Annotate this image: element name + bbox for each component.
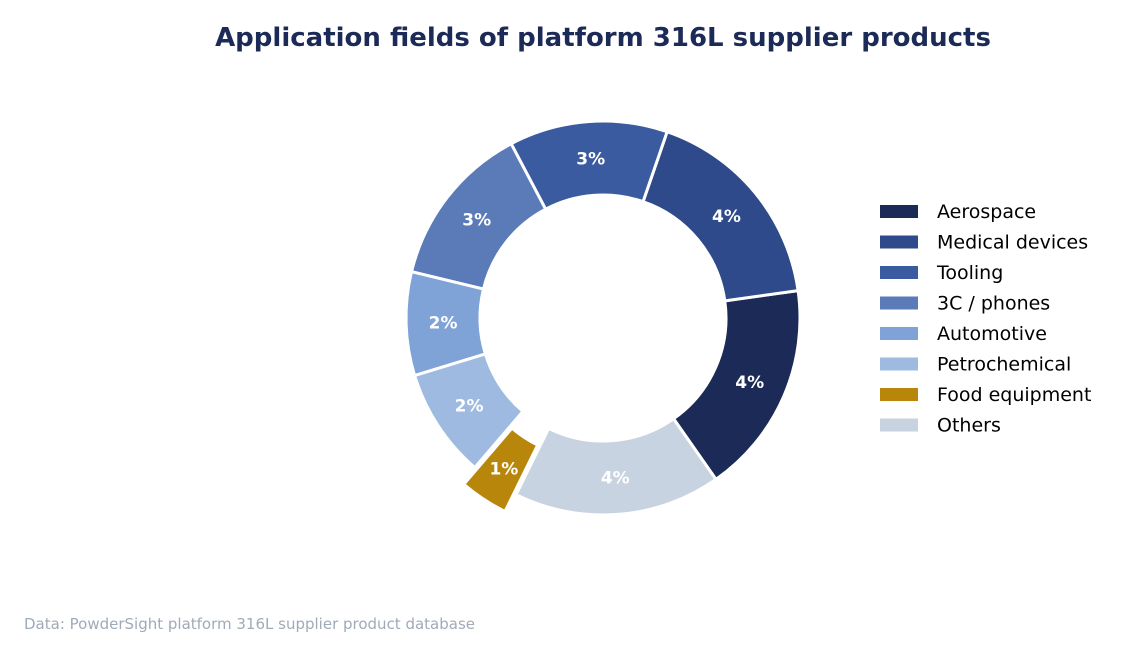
slice-label-tooling: 3% [576, 149, 605, 169]
legend-swatch-tooling [880, 266, 918, 279]
slice-label-medical-devices: 4% [712, 207, 741, 227]
legend-swatch-3c-phones [880, 296, 918, 310]
legend-label-food-equipment: Food equipment [937, 384, 1091, 406]
slice-labels: 4% 4% 3% 3% 2% 2% 1% 4% [429, 149, 765, 488]
slice-label-aerospace: 4% [735, 373, 764, 393]
legend-swatch-medical-devices [880, 235, 918, 249]
slice-petrochemical [412, 352, 526, 470]
legend-label-medical-devices: Medical devices [937, 232, 1088, 254]
legend-swatch-food-equipment [880, 388, 918, 401]
legend-swatch-automotive [880, 327, 918, 340]
slice-label-others: 4% [601, 469, 630, 489]
slice-label-3c-phones: 3% [462, 211, 491, 231]
slice-label-petrochemical: 2% [455, 397, 484, 417]
slice-label-automotive: 2% [429, 314, 458, 334]
legend-label-others: Others [937, 415, 1001, 437]
slice-food-equipment [461, 425, 540, 514]
legend-label-aerospace: Aerospace [937, 201, 1036, 223]
legend-label-petrochemical: Petrochemical [937, 354, 1071, 376]
legend-swatch-others [880, 418, 918, 432]
legend-label-automotive: Automotive [937, 323, 1047, 345]
donut-slices [404, 119, 802, 517]
legend: Aerospace Medical devices Tooling 3C / phon… [880, 201, 1091, 437]
legend-label-3c-phones: 3C / phones [937, 293, 1050, 315]
legend-swatch-aerospace [880, 205, 918, 218]
legend-label-tooling: Tooling [936, 262, 1003, 284]
source-note: Data: PowderSight platform 316L supplier… [24, 615, 475, 633]
slice-others [514, 416, 719, 517]
slice-label-food-equipment: 1% [489, 459, 518, 479]
legend-swatch-petrochemical [880, 357, 918, 371]
chart-title: Application fields of platform 316L supp… [215, 23, 991, 53]
